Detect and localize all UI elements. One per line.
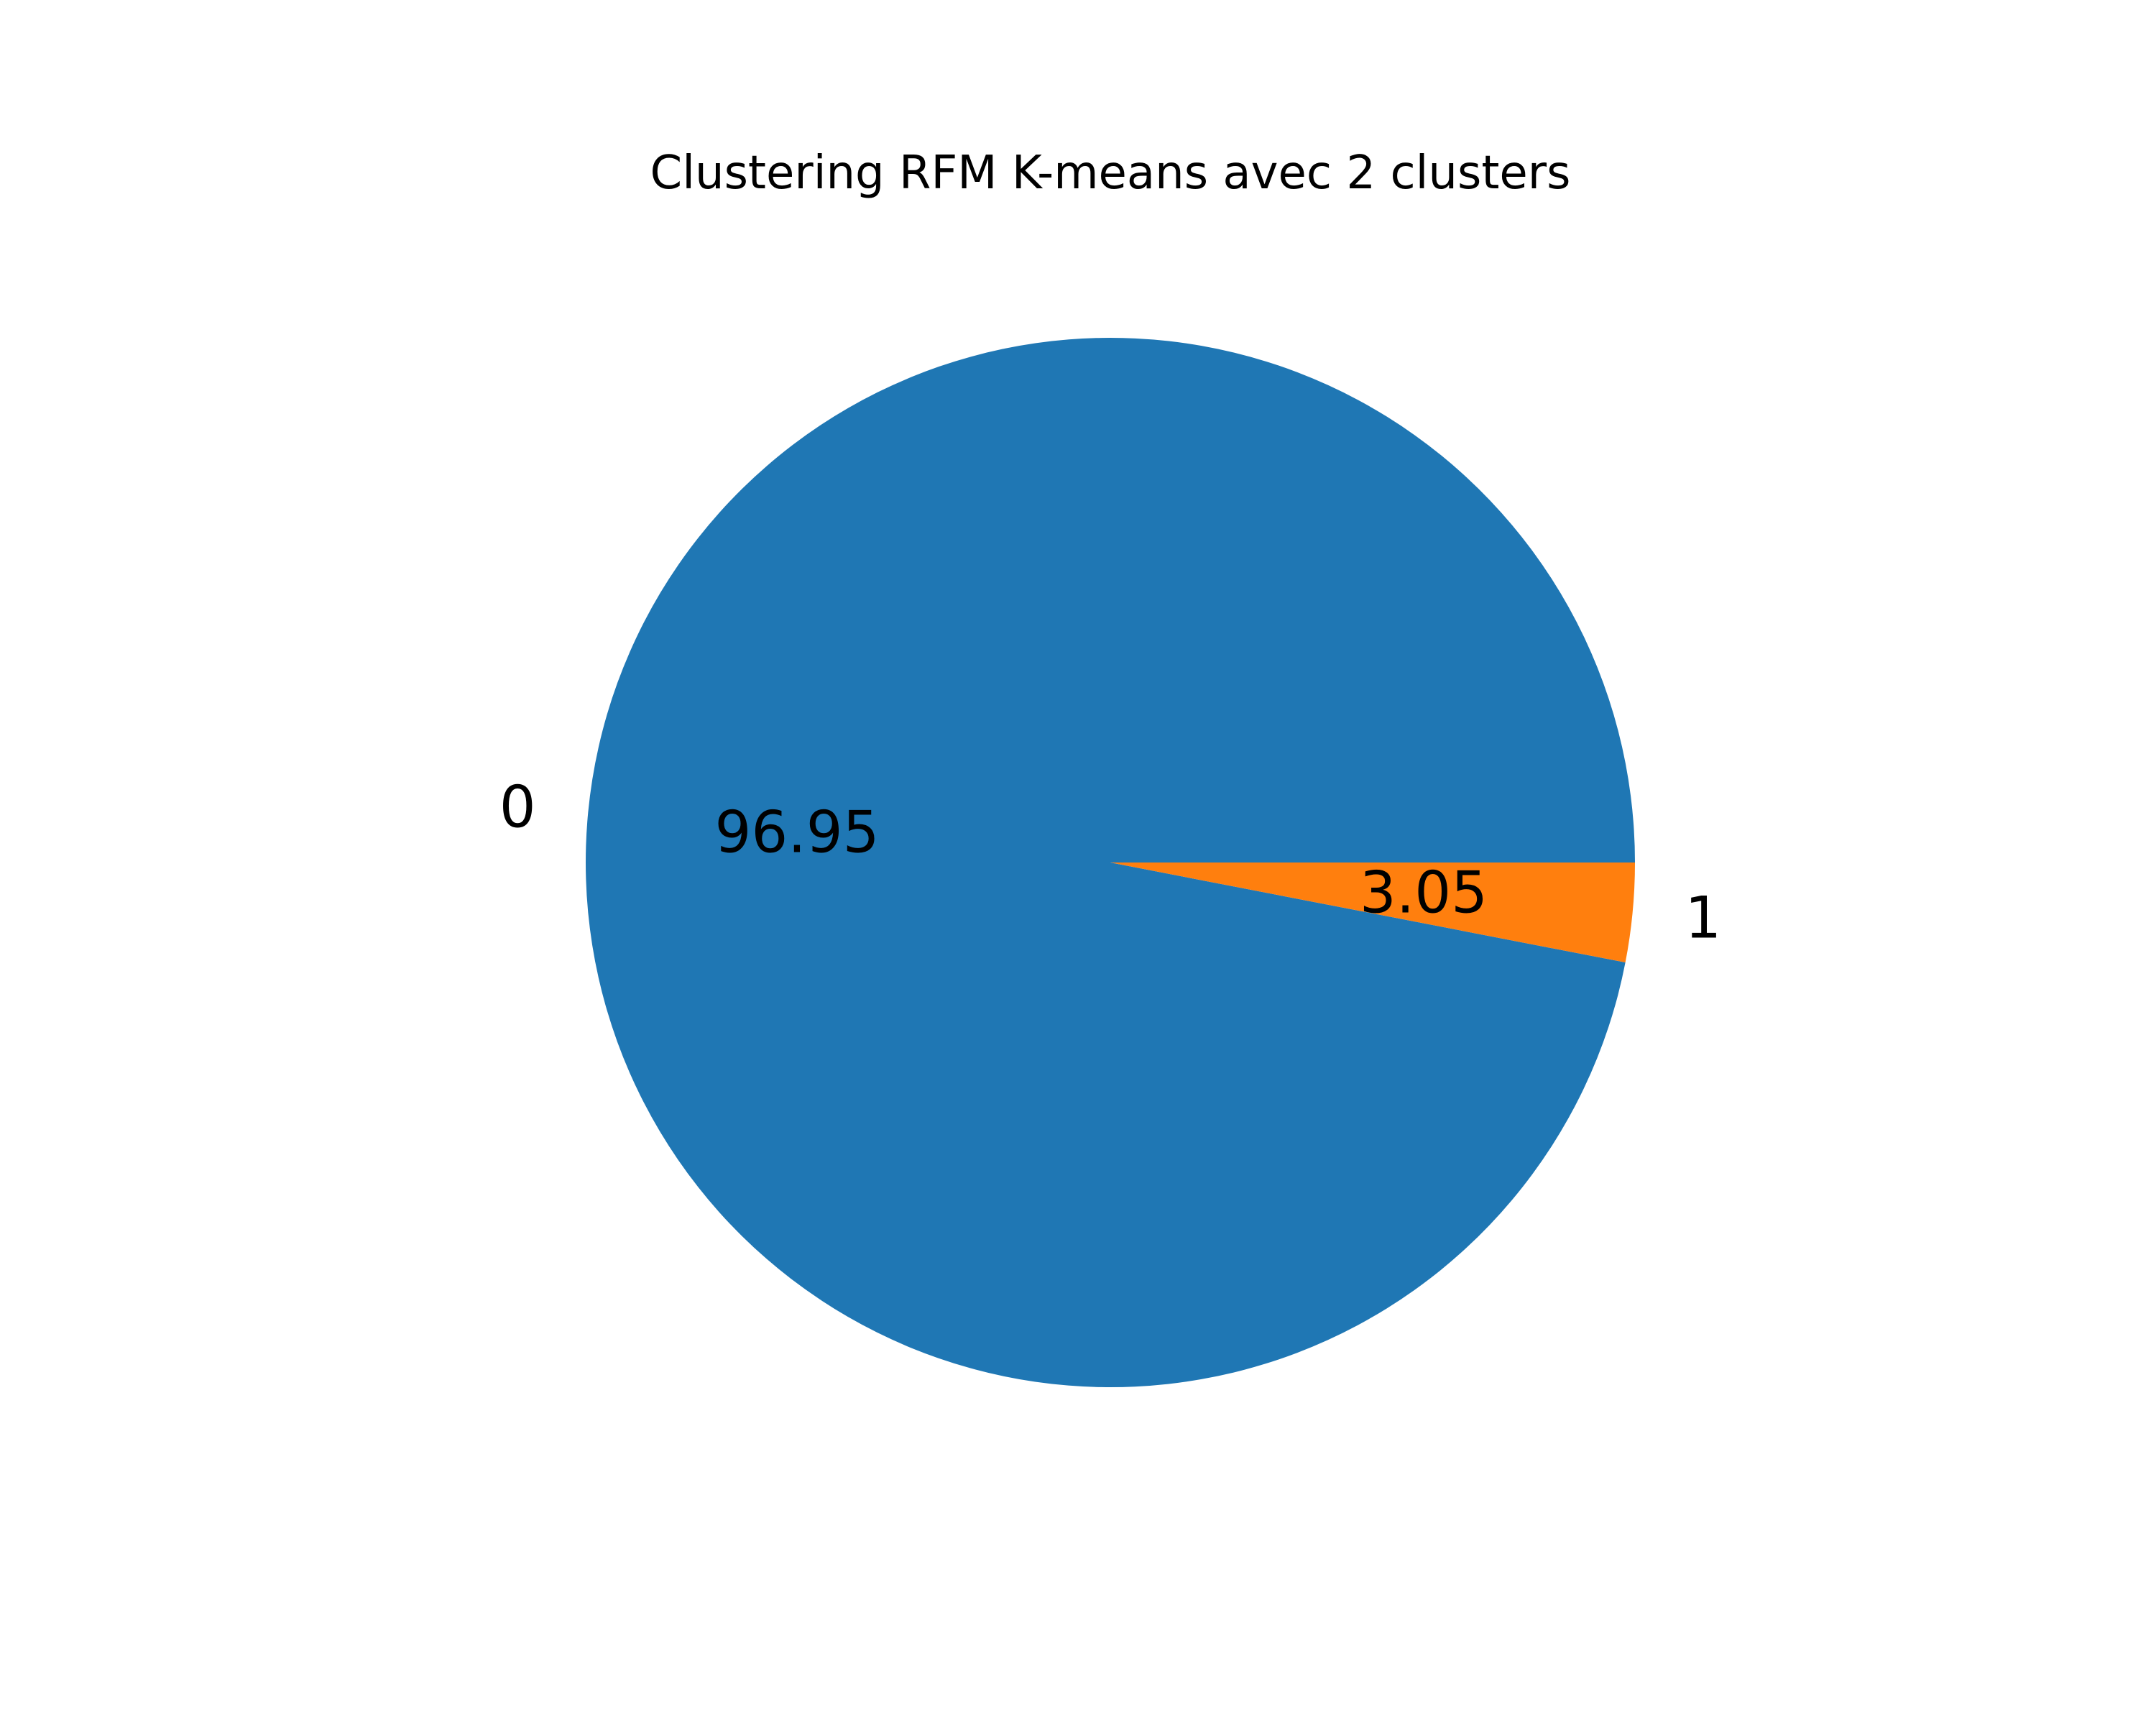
- chart-title: Clustering RFM K-means avec 2 clusters: [650, 147, 1571, 200]
- slice-label-1: 1: [1685, 884, 1721, 951]
- slice-value-label-1: 3.05: [1360, 859, 1488, 926]
- pie-slice-1: [1110, 862, 1635, 963]
- slice-label-0: 0: [499, 774, 536, 841]
- pie-slices: [586, 337, 1635, 1387]
- pie-labels: 0 96.95 1 3.05: [499, 774, 1721, 952]
- slice-value-label-0: 96.95: [714, 799, 879, 866]
